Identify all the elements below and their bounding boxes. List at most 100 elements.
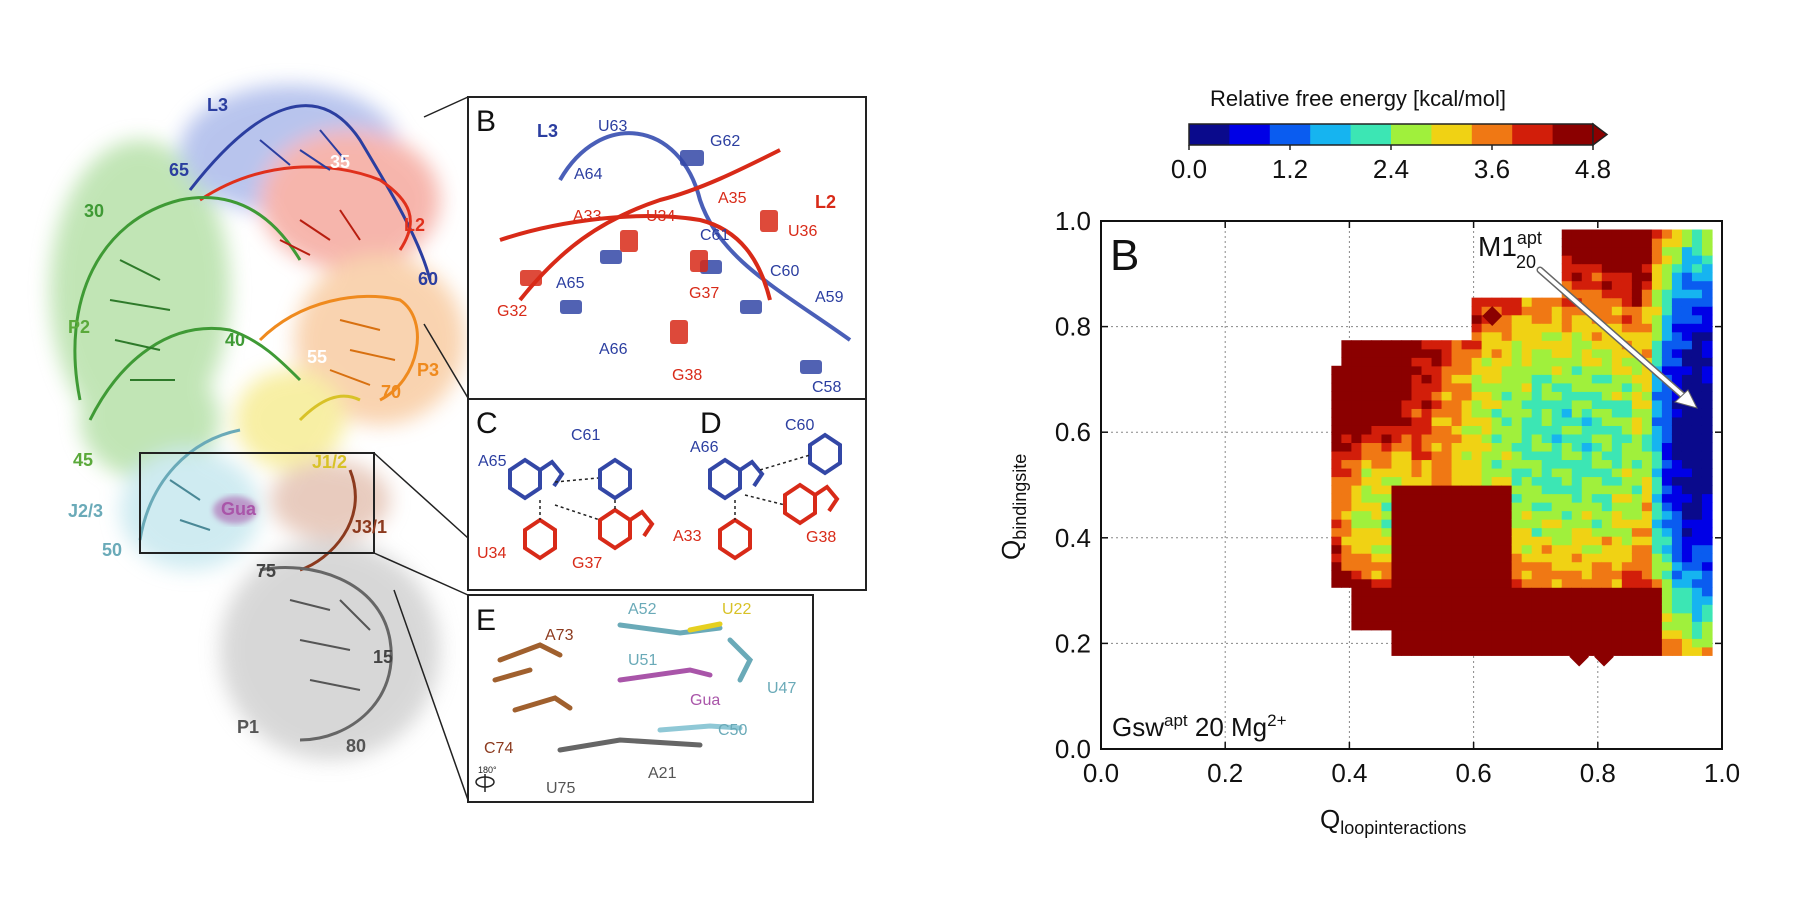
energy-cell (1651, 629, 1663, 639)
energy-cell (1411, 425, 1423, 435)
energy-cell (1481, 442, 1493, 452)
energy-cell (1661, 382, 1673, 392)
energy-cell (1331, 510, 1342, 520)
energy-cell (1691, 485, 1703, 495)
energy-cell (1691, 391, 1703, 401)
energy-cell (1381, 587, 1393, 597)
energy-cell (1661, 238, 1673, 248)
energy-cell (1701, 561, 1713, 571)
energy-cell (1481, 297, 1493, 307)
energy-cell (1331, 527, 1342, 537)
energy-cell (1551, 331, 1563, 341)
energy-cell (1641, 374, 1653, 384)
energy-cell (1381, 391, 1393, 401)
energy-cell (1671, 493, 1683, 503)
energy-cell (1481, 578, 1493, 588)
energy-cell (1681, 229, 1693, 239)
energy-cell (1631, 646, 1643, 656)
energy-cell (1601, 289, 1613, 299)
energy-cell (1421, 544, 1433, 554)
energy-cell (1581, 297, 1593, 307)
energy-cell (1681, 289, 1693, 299)
label-l3: L3 (207, 95, 228, 115)
energy-cell (1541, 646, 1553, 656)
energy-cell (1371, 357, 1383, 367)
energy-cell (1461, 365, 1473, 375)
inset-panel-cd: C C61 A65 U34 G37 D C60 A66 A33 G38 (467, 398, 867, 591)
energy-cell (1421, 442, 1433, 452)
x-tick-label: 0.0 (1083, 758, 1119, 788)
energy-cell (1641, 229, 1653, 239)
energy-cell (1361, 340, 1373, 350)
energy-cell (1391, 365, 1403, 375)
energy-cell (1431, 340, 1443, 350)
energy-cell (1611, 476, 1623, 486)
energy-cell (1501, 570, 1513, 580)
energy-cell (1541, 629, 1553, 639)
energy-cell (1371, 604, 1383, 614)
energy-cell (1471, 621, 1483, 631)
energy-cell (1471, 450, 1483, 461)
energy-cell (1391, 357, 1403, 367)
energy-cell (1451, 442, 1463, 452)
energy-cell (1581, 340, 1593, 350)
energy-cell (1361, 433, 1373, 444)
energy-cell (1371, 493, 1383, 503)
energy-cell (1521, 297, 1533, 307)
energy-cell (1351, 340, 1363, 350)
energy-cell (1461, 493, 1473, 503)
energy-cell (1631, 289, 1643, 299)
energy-cell (1541, 519, 1553, 529)
energy-cell (1351, 604, 1363, 614)
energy-cell (1351, 587, 1363, 597)
energy-cell (1361, 348, 1373, 358)
colorbar-cell (1471, 124, 1513, 145)
energy-cell (1671, 263, 1683, 273)
energy-cell (1561, 621, 1573, 631)
energy-cell (1611, 348, 1623, 358)
energy-cell (1451, 612, 1463, 622)
energy-cell (1691, 280, 1703, 290)
energy-cell (1561, 459, 1573, 469)
energy-cell (1601, 238, 1613, 248)
energy-cell (1611, 357, 1623, 367)
energy-cell (1451, 357, 1463, 367)
energy-cell (1401, 425, 1413, 435)
energy-cell (1521, 595, 1533, 605)
energy-cell (1521, 536, 1533, 546)
energy-cell (1411, 561, 1423, 571)
energy-cell (1661, 595, 1673, 605)
energy-cell (1601, 391, 1613, 401)
energy-cell (1351, 476, 1363, 486)
energy-cell (1501, 527, 1513, 537)
energy-cell (1591, 485, 1603, 495)
energy-cell (1611, 553, 1623, 563)
energy-cell (1471, 561, 1483, 571)
energy-cell (1621, 289, 1633, 299)
energy-cell (1561, 391, 1573, 401)
energy-cell (1561, 638, 1573, 648)
energy-cell (1581, 391, 1593, 401)
energy-cell (1701, 382, 1713, 392)
energy-cell (1531, 502, 1543, 512)
energy-cell (1611, 289, 1623, 299)
energy-cell (1501, 433, 1513, 444)
energy-cell (1341, 416, 1353, 426)
energy-cell (1431, 510, 1443, 520)
energy-cell (1451, 536, 1463, 546)
energy-cell (1501, 553, 1513, 563)
energy-cell (1701, 459, 1713, 469)
energy-cell (1421, 621, 1433, 631)
energy-cell (1351, 502, 1363, 512)
panel-e-letter: E (476, 604, 496, 637)
energy-cell (1341, 399, 1353, 409)
energy-cell (1491, 646, 1503, 656)
energy-cell (1501, 578, 1513, 588)
energy-cell (1581, 510, 1593, 520)
nt-d-g38: G38 (806, 529, 836, 546)
energy-cell (1411, 502, 1423, 512)
energy-cell (1561, 255, 1573, 265)
energy-cell (1561, 229, 1573, 239)
energy-cell (1451, 374, 1463, 384)
